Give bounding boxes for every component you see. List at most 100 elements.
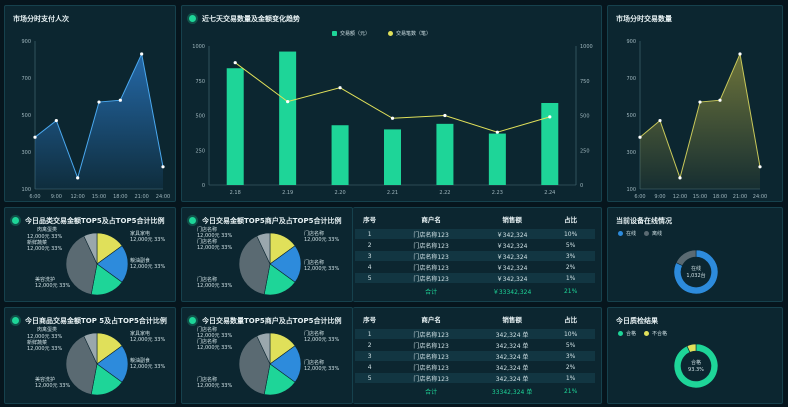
data-point [738,52,742,56]
title-dot-icon [189,217,196,224]
panel-title: 市场分时支付人次 [13,15,69,23]
x-tick-label: 2.20 [335,190,346,196]
pie-label-2: 门店名称 12,000元 33% [304,331,340,343]
txcount-area-chart: 100 300 500 700 900 6:00 9:00 12:00 15:00 18:00 21… [626,39,767,200]
bar [541,102,559,185]
y-tick-label: 500 [21,113,31,119]
payers-panel: 市场分时支付人次 100 300 500 700 900 6:00 9:00 12:00 15:… [4,5,176,202]
data-point [390,116,395,120]
txcount-panel: 市场分时交易数量 100 300 500 700 900 6:00 9:00 12:00 15:… [607,5,783,202]
trend-combo-chart: 0 0 250 250 500 500 750 750 1000 1000 2.18 2.19 2.20… [192,44,593,196]
legend-fail-label: 不合格 [652,331,668,337]
x-tick-label: 21:00 [134,194,148,200]
legend-item-pass[interactable]: 合格 [618,330,636,337]
legend-count-icon [388,31,393,36]
amount-table-panel: 序号 商户名 销售额 占比 1 门店名称123 ￥342,324 10% 2 门店名称123 ￥… [353,207,602,302]
pie-amount-panel: 今日品类交易金额TOP5及占TOP5合计比例 肉禽蛋类 12,000元 33% 新… [4,207,176,302]
pie-slice [96,345,129,383]
bar [331,125,349,185]
legend-offline-label: 离线 [652,231,663,237]
panel-title: 当前设备在线情况 [616,217,672,225]
pie-merchant-amount-panel: 今日交易金额TOP5商户及占TOP5合计比例 门店名称 12,000元 33% 门店… [181,207,353,302]
x-tick-label: 2.19 [282,190,293,196]
online-panel: 当前设备在线情况 在线 离线 在线 1,032台 [607,207,783,302]
pie-slice [675,249,697,267]
x-tick-label: 15:00 [693,194,707,200]
bar [488,133,506,185]
pie-slice [256,232,271,265]
pie-label-3: 门店名称 12,000元 33% [304,260,340,272]
legend-item-offline[interactable]: 离线 [644,230,662,237]
x-tick-label: 24:00 [156,194,170,200]
x-tick-label: 9:00 [654,194,665,200]
data-point [698,100,702,104]
legend-item-amount[interactable]: 交易额（元） [332,30,370,37]
y-tick-right: 1000 [580,44,593,50]
pie-slice [83,332,98,365]
pie-label-3: 粮油副食 12,000元 33% [130,358,166,370]
x-tick-label: 6:00 [29,194,40,200]
pie-slice [269,345,302,383]
y-tick-left: 250 [195,148,205,154]
data-point [443,113,447,118]
table-row[interactable]: 5 门店名称123 342,324 单 1% [355,373,595,383]
legend-amount-icon [332,31,337,36]
legend-pass-label: 合格 [626,331,637,337]
pie-label-0: 肉禽蛋类 [37,227,58,233]
y-tick-label: 700 [21,76,31,82]
pie-slice [673,249,719,295]
table-row[interactable]: 1 门店名称123 ￥342,324 10% [355,229,595,239]
title-dot-icon [12,217,19,224]
table-row[interactable]: 2 门店名称123 342,324 单 5% [367,341,576,350]
table-header: 序号 商户名 销售额 占比 [363,216,578,224]
y-tick-left: 0 [202,183,205,189]
data-point [718,98,722,102]
pie-label-3: 粮油副食 12,000元 33% [130,258,166,270]
data-point [140,52,144,56]
pie-label-4: 美容洗护 12,000元 33% [35,377,71,389]
pie-merchant-count-panel: 今日交易数量TOP5商户及占TOP5合计比例 门店名称 12,000元 33% 门店… [181,307,353,404]
x-tick-label: 2.22 [439,190,450,196]
title-dot-icon [189,317,196,324]
merchant-amount-pie [238,232,302,296]
online-donut [673,249,719,295]
panel-title: 今日质检结果 [616,317,658,325]
title-dot-icon [189,15,196,22]
x-tick-label: 2.23 [492,190,503,196]
pie-label-1: 12,000元 33% 新鲜蔬菜 12,000元 33% [27,234,63,252]
legend-item-count[interactable]: 交易笔数（笔） [388,30,431,37]
table-row[interactable]: 4 门店名称123 342,324 单 2% [367,363,576,372]
panel-title: 今日品类交易金额TOP5及占TOP5合计比例 [25,217,165,225]
pie-slice [238,335,271,395]
x-tick-label: 12:00 [673,194,687,200]
table-row[interactable]: 4 门店名称123 ￥342,324 2% [367,263,576,272]
data-point [286,100,290,104]
legend-pass-icon [618,331,623,336]
legend-item-online[interactable]: 在线 [618,230,636,237]
x-tick-label: 2.21 [387,190,398,196]
area-fill [640,53,760,190]
pie-label-4: 美容洗护 12,000元 33% [35,277,71,289]
data-point [495,130,499,134]
merchant-count-pie [238,332,302,396]
pie-label-0: 门店名称 12,000元 33% 门店名称 12,000元 33% [197,227,233,251]
data-point [548,115,552,119]
y-tick-right: 0 [580,183,583,189]
area-fill [35,53,163,190]
pie-label-2: 门店名称 12,000元 33% [304,231,340,243]
pie-slice [83,232,98,265]
table-row[interactable]: 5 门店名称123 ￥342,324 1% [355,273,595,283]
table-row[interactable]: 3 门店名称123 342,324 单 3% [355,351,595,361]
pie-slice [673,343,719,389]
bar [226,68,244,185]
table-row[interactable]: 1 门店名称123 342,324 单 10% [355,329,595,339]
merchant-count-table: 序号 商户名 销售额 占比 1 门店名称123 342,324 单 10% 2 门店名称123… [355,314,595,402]
legend-online-icon [618,231,623,236]
table-row[interactable]: 2 门店名称123 ￥342,324 5% [367,241,576,250]
panel-title: 今日交易金额TOP5商户及占TOP5合计比例 [202,217,342,225]
table-row[interactable]: 3 门店名称123 ￥342,324 3% [355,251,595,261]
panel-title: 近七天交易数量及金额变化趋势 [202,15,300,23]
legend-item-fail[interactable]: 不合格 [644,330,667,337]
quality-panel: 今日质检结果 合格 不合格 合格 93.3% [607,307,783,404]
panel-title: 市场分时交易数量 [616,15,672,23]
